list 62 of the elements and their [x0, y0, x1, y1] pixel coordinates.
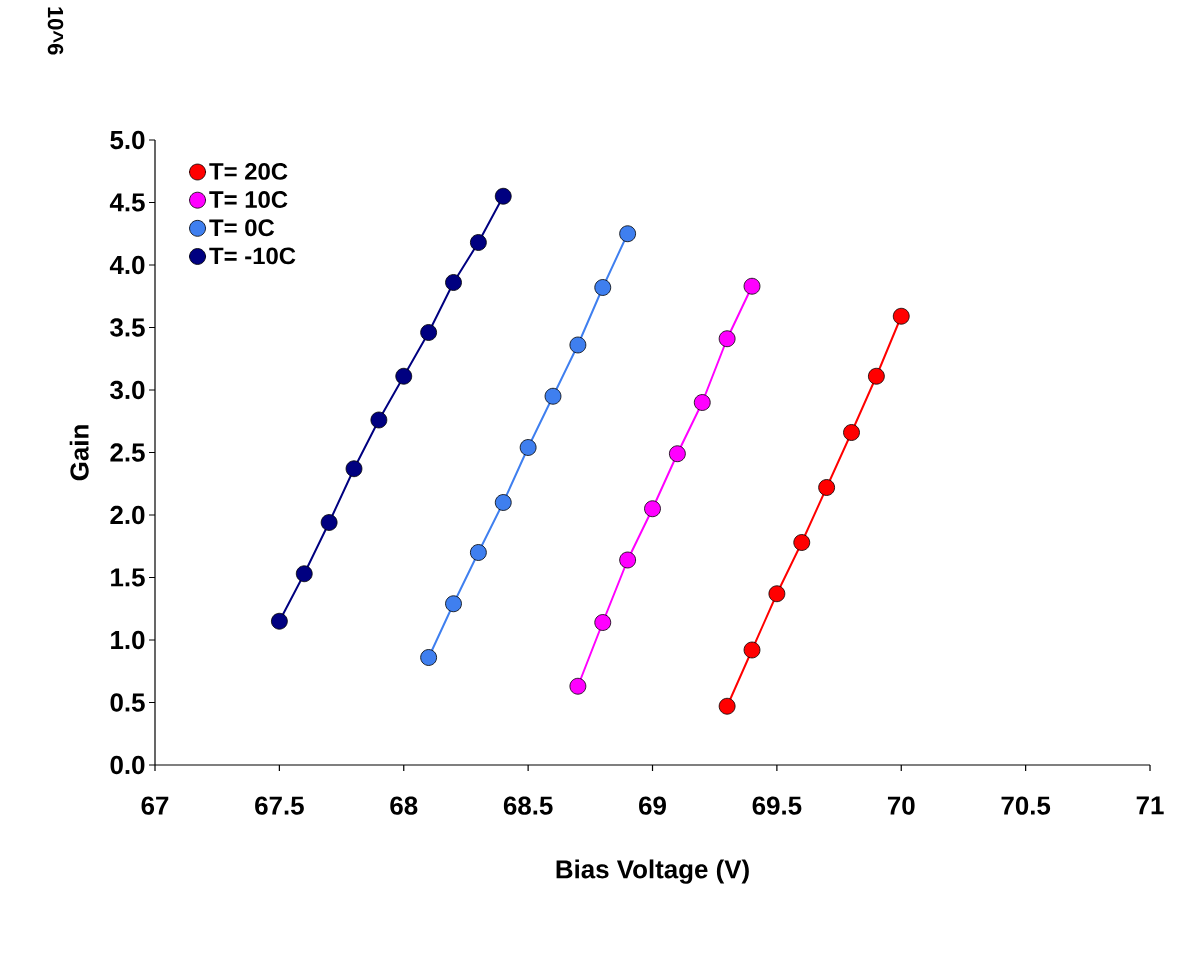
point — [295, 565, 313, 583]
x-tick-label: 70.5 — [1001, 796, 1051, 815]
point — [519, 439, 537, 456]
legend-label: T= 10C — [209, 191, 288, 209]
point — [793, 534, 811, 551]
point — [470, 234, 487, 251]
point — [644, 500, 661, 518]
y-tick-label: 4.5 — [109, 193, 145, 212]
point — [843, 424, 860, 441]
point — [768, 585, 786, 603]
y-tick-label: 3.0 — [110, 380, 145, 400]
point — [320, 514, 338, 531]
y-tick-label: 1.0 — [111, 630, 145, 650]
point — [395, 367, 413, 385]
point — [818, 479, 835, 496]
y-tick-label: 0.0 — [110, 755, 145, 775]
y-tick-label: 3.5 — [110, 318, 145, 337]
x-tick-label: 69 — [639, 796, 666, 815]
x-tick-label: 69.5 — [752, 796, 802, 815]
point — [271, 612, 288, 630]
point — [494, 187, 512, 205]
legend-label: T= 0C — [209, 219, 275, 237]
y-tick-label: 0.5 — [110, 693, 145, 712]
point — [420, 324, 437, 341]
x-tick-label: 71 — [1136, 796, 1164, 815]
point — [569, 677, 587, 695]
point — [494, 494, 512, 511]
y-tick-label: 5.0 — [110, 130, 145, 150]
y-tick-label: 4.0 — [109, 255, 145, 275]
y-tick-label: 2.0 — [110, 505, 145, 525]
point — [345, 460, 363, 478]
y-tick-label: 2.5 — [110, 443, 145, 462]
point — [868, 367, 885, 385]
point — [619, 225, 636, 243]
point — [718, 330, 736, 348]
text: 10^6 — [47, 7, 64, 55]
x-tick-label: 67.5 — [255, 796, 304, 815]
x-tick-label: 68.5 — [503, 796, 553, 815]
point — [569, 336, 587, 354]
point — [544, 387, 562, 405]
point — [718, 697, 736, 715]
point — [669, 445, 686, 463]
point — [445, 595, 462, 613]
x-tick-label: 68 — [390, 796, 418, 815]
y-tick-label: 1.5 — [111, 568, 145, 587]
x-tick-label: 67 — [141, 796, 169, 815]
point — [743, 641, 761, 659]
point — [594, 279, 612, 296]
legend-label: T= 20C — [209, 162, 288, 180]
point — [619, 551, 636, 569]
point — [594, 614, 612, 631]
point — [420, 649, 437, 666]
point — [370, 411, 388, 429]
point — [693, 394, 711, 411]
point — [470, 544, 487, 561]
point — [445, 274, 462, 291]
x-tick-label: 70 — [887, 796, 915, 815]
x-axis-title: Bias Voltage (V) — [556, 859, 749, 884]
y-axis-title: Gain — [69, 425, 89, 481]
point — [743, 277, 761, 295]
point — [892, 307, 910, 325]
legend-label: T= -10C — [209, 247, 296, 265]
